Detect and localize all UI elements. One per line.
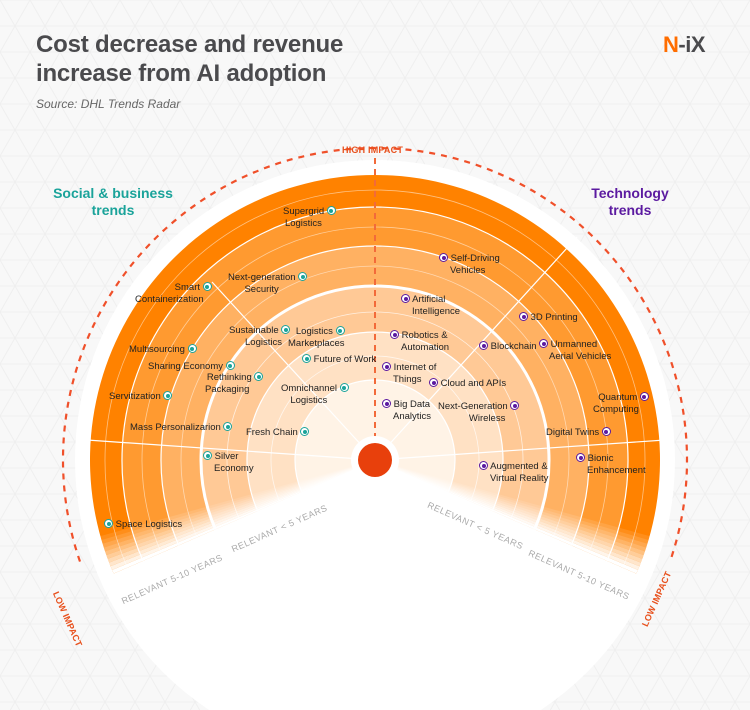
trend-digital-twins[interactable]: Digital Twins [546, 427, 611, 439]
social-trend-dot-icon [187, 344, 197, 353]
tech-label-2: trends [608, 202, 652, 218]
tech-trend-dot-icon [479, 341, 488, 350]
social-trend-dot-icon [104, 519, 113, 528]
tech-trend-dot-icon [519, 312, 528, 321]
trend-servitization[interactable]: Servitization [109, 391, 173, 403]
trend-supergrid-logistics[interactable]: Supergrid Logistics [283, 206, 336, 230]
tech-trend-dot-icon [576, 453, 585, 462]
trend-big-data-analytics[interactable]: Big Data Analytics [382, 399, 431, 423]
trend-mass-personalizarion[interactable]: Mass Personalizarion [130, 422, 233, 434]
tech-trend-dot-icon [401, 294, 410, 303]
trend-quantum-computing[interactable]: Quantum Computing [593, 392, 649, 416]
impact-dashed-arc [61, 146, 689, 562]
trend-augmented-virtual-reality[interactable]: Augmented & Virtual Reality [479, 461, 548, 485]
social-trend-dot-icon [203, 451, 212, 460]
high-impact-label: HIGH IMPACT [342, 145, 404, 155]
radar-rings [90, 175, 660, 574]
logo-rest: -iX [678, 32, 706, 57]
title-line-2: increase from AI adoption [36, 60, 327, 87]
tech-label-1: Technology [591, 185, 669, 201]
trend-next-generation-wireless[interactable]: Next-Generation Wireless [438, 401, 520, 425]
trend-fresh-chain[interactable]: Fresh Chain [246, 427, 310, 439]
social-trend-dot-icon [281, 325, 291, 334]
trend-blockchain[interactable]: Blockchain [479, 341, 537, 353]
sector-dividers [86, 236, 666, 461]
tech-trend-dot-icon [601, 427, 611, 436]
social-trend-dot-icon [339, 383, 349, 392]
category-social-business: Social & business trends [48, 185, 178, 219]
social-trend-dot-icon [298, 272, 308, 281]
trend-unmanned-aerial-vehicles[interactable]: Unmanned Aerial Vehicles [539, 339, 611, 363]
social-trend-dot-icon [335, 326, 345, 335]
social-trend-dot-icon [254, 372, 264, 381]
tech-trend-dot-icon [439, 253, 448, 262]
social-trend-dot-icon [225, 361, 235, 370]
trend-cloud-and-apis[interactable]: Cloud and APIs [429, 378, 506, 390]
trend-rethinking-packaging[interactable]: Rethinking Packaging [205, 372, 264, 396]
title-line-1: Cost decrease and revenue [36, 31, 344, 58]
social-trend-dot-icon [302, 354, 311, 363]
trend-robotics-automation[interactable]: Robotics & Automation [390, 330, 449, 354]
social-label-2: trends [91, 202, 135, 218]
trend-silver-economy[interactable]: Silver Economy [203, 451, 254, 475]
tech-trend-dot-icon [539, 339, 548, 348]
tech-trend-dot-icon [382, 399, 391, 408]
tech-trend-dot-icon [429, 378, 438, 387]
center-dot [358, 443, 392, 477]
social-trend-dot-icon [223, 422, 233, 431]
social-trend-dot-icon [326, 206, 336, 215]
trend-3d-printing[interactable]: 3D Printing [519, 312, 578, 324]
trend-logistics-marketplaces[interactable]: Logistics Marketplaces [288, 326, 345, 349]
trend-smart-containerization[interactable]: Smart Containerization [135, 282, 212, 306]
trend-omnichannel-logistics[interactable]: Omnichannel Logistics [281, 383, 349, 407]
trend-self-driving-vehicles[interactable]: Self-Driving Vehicles [439, 253, 500, 277]
source-caption: Source: DHL Trends Radar [36, 97, 181, 111]
logo-n: N [663, 32, 679, 57]
trend-sustainable-logistics[interactable]: Sustainable Logistics [229, 325, 291, 349]
trend-future-of-work[interactable]: Future of Work [302, 354, 376, 366]
social-trend-dot-icon [163, 391, 173, 400]
trend-artificial-intelligence[interactable]: Artificial Intelligence [401, 294, 460, 318]
tech-trend-dot-icon [390, 330, 399, 339]
tech-trend-dot-icon [510, 401, 520, 410]
trend-space-logistics[interactable]: Space Logistics [104, 519, 182, 531]
page-title: Cost decrease and revenue increase from … [36, 30, 343, 88]
trend-internet-of-things[interactable]: Internet of Things [382, 362, 436, 386]
trend-multisourcing[interactable]: Multisourcing [129, 344, 197, 356]
trend-bionic-enhancement[interactable]: Bionic Enhancement [576, 453, 646, 477]
social-trend-dot-icon [202, 282, 212, 291]
tech-trend-dot-icon [639, 392, 649, 401]
trend-next-generation-security[interactable]: Next-generation Security [228, 272, 308, 296]
n-ix-logo: N-iX [663, 32, 706, 58]
tech-trend-dot-icon [479, 461, 488, 470]
trend-sharing-economy[interactable]: Sharing Economy [148, 361, 235, 373]
tech-trend-dot-icon [382, 362, 391, 371]
social-trend-dot-icon [300, 427, 310, 436]
social-label-1: Social & business [53, 185, 173, 201]
category-technology: Technology trends [570, 185, 690, 219]
